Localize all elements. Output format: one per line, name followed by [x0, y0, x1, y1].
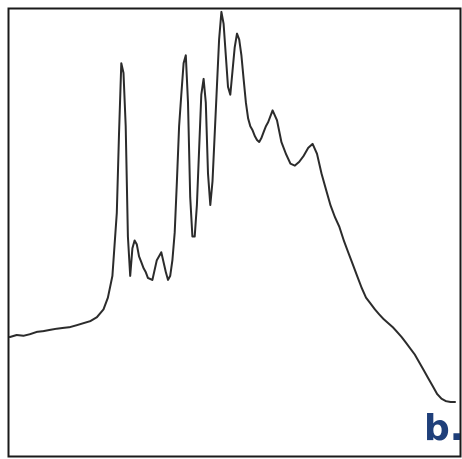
plot-frame — [7, 7, 462, 458]
series-line — [9, 10, 456, 403]
panel-label: b. — [424, 408, 462, 449]
